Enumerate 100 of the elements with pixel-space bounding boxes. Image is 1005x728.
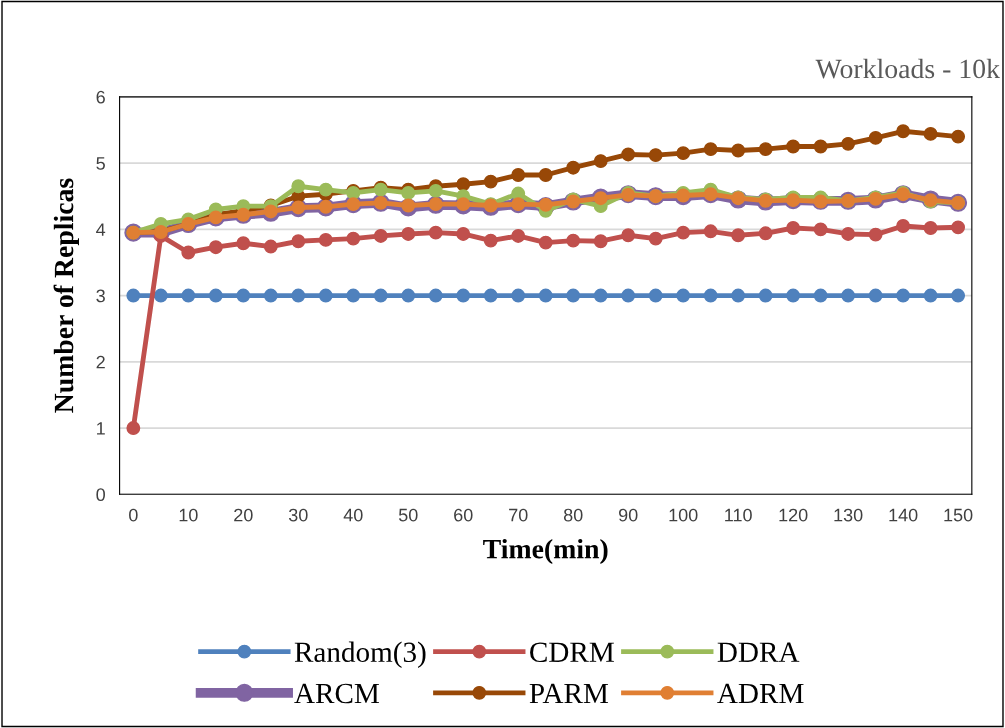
- y-tick-label: 5: [96, 157, 105, 170]
- point: [813, 222, 828, 237]
- point: [181, 288, 196, 303]
- point: [868, 227, 883, 242]
- y-axis-title: Number of Replicas: [53, 178, 79, 413]
- point: [401, 288, 416, 303]
- point: [428, 225, 443, 240]
- point: [263, 288, 278, 303]
- point: [593, 288, 608, 303]
- point: [456, 227, 471, 241]
- point: [263, 239, 278, 254]
- point: [373, 228, 388, 243]
- point: [758, 288, 773, 303]
- point: [703, 224, 718, 239]
- point: [538, 288, 553, 303]
- point: [566, 288, 581, 303]
- point: [511, 288, 526, 303]
- point: [841, 227, 856, 241]
- point: [621, 147, 636, 162]
- point: [786, 139, 801, 154]
- point: [841, 136, 856, 151]
- point: [676, 225, 691, 240]
- x-tick-label: 80: [563, 508, 583, 522]
- x-tick-label: 90: [619, 508, 638, 522]
- point: [401, 227, 416, 241]
- point: [676, 288, 691, 303]
- point: [951, 220, 966, 235]
- point: [428, 288, 443, 303]
- point: [511, 168, 526, 182]
- point: [236, 236, 251, 251]
- point: [703, 288, 718, 303]
- point: [841, 288, 856, 303]
- point: [373, 288, 388, 303]
- x-tick-label: 120: [779, 508, 808, 522]
- point: [758, 142, 773, 157]
- point: [621, 228, 636, 243]
- x-tick-label: 50: [398, 508, 418, 522]
- x-tick-label: 110: [725, 508, 752, 522]
- point: [923, 288, 938, 303]
- legend-label: ADRM: [717, 683, 804, 704]
- point: [731, 143, 746, 158]
- x-axis-title: Time(min): [483, 538, 608, 565]
- point: [401, 198, 416, 213]
- point: [153, 288, 168, 303]
- point: [126, 421, 141, 436]
- point: [593, 234, 608, 249]
- point: [428, 183, 443, 198]
- x-tick-label: 0: [129, 508, 138, 522]
- point: [648, 148, 663, 163]
- point: [868, 130, 883, 145]
- y-tick-label: 1: [97, 422, 105, 435]
- point: [951, 288, 966, 303]
- x-tick-label: 10: [179, 508, 198, 522]
- x-tick-label: 40: [343, 508, 363, 522]
- point: [923, 221, 938, 235]
- x-tick-label: 30: [288, 508, 308, 522]
- point: [291, 234, 306, 249]
- y-tick-label: 0: [96, 488, 105, 502]
- point: [731, 288, 746, 303]
- point: [951, 129, 966, 144]
- point: [566, 160, 581, 175]
- point: [291, 288, 306, 303]
- point: [813, 288, 828, 303]
- point: [291, 179, 306, 194]
- point: [786, 288, 801, 303]
- x-tick-label: 20: [234, 508, 253, 522]
- legend-label: CDRM: [530, 642, 614, 663]
- legend-label: ARCM: [294, 683, 379, 704]
- point: [593, 154, 608, 169]
- y-tick-label: 2: [96, 355, 105, 369]
- point: [896, 219, 911, 233]
- legend-label: PARM: [529, 683, 609, 704]
- chart-title: Workloads - 10k: [815, 58, 1000, 79]
- point: [181, 245, 196, 260]
- point: [896, 288, 911, 303]
- point: [483, 233, 498, 248]
- point: [126, 288, 141, 303]
- point: [318, 288, 333, 303]
- point: [648, 231, 663, 246]
- point: [483, 174, 498, 189]
- point: [621, 288, 636, 303]
- point: [923, 126, 938, 141]
- point: [538, 168, 553, 182]
- point: [786, 221, 801, 235]
- point: [483, 288, 498, 303]
- point: [318, 232, 333, 247]
- point: [868, 288, 883, 303]
- point: [758, 226, 773, 241]
- point: [456, 288, 471, 303]
- x-tick-label: 150: [944, 508, 973, 522]
- y-tick-label: 4: [96, 223, 106, 236]
- legend-label: DDRA: [717, 642, 800, 662]
- x-tick-label: 130: [834, 508, 863, 522]
- point: [511, 228, 526, 243]
- x-tick-label: 140: [889, 508, 918, 522]
- point: [346, 288, 361, 303]
- point: [208, 288, 223, 303]
- point: [538, 197, 553, 212]
- point: [813, 139, 828, 154]
- point: [236, 288, 251, 303]
